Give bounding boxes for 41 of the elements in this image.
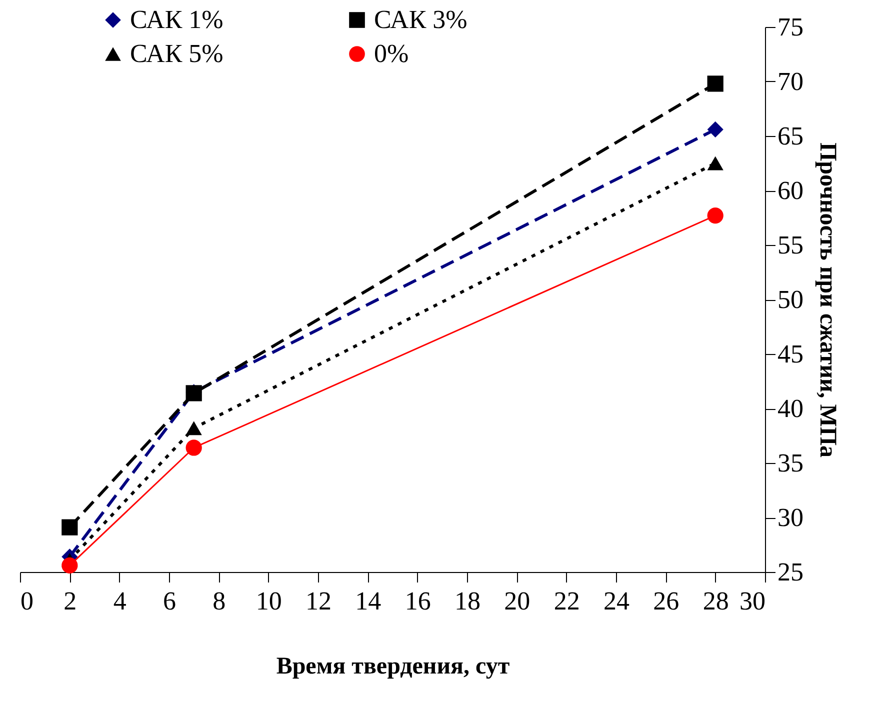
x-tick-label: 26 [653, 586, 680, 616]
point [707, 121, 724, 138]
x-tick-label: 10 [256, 586, 282, 616]
y-tick-label: 45 [778, 340, 804, 368]
x-tick-label: 0 [20, 586, 34, 616]
x-tick-label: 22 [554, 586, 580, 616]
y-tick-label: 25 [778, 558, 804, 586]
point [186, 421, 202, 436]
y-tick-label: 30 [778, 503, 804, 532]
x-tick-label: 24 [604, 586, 630, 616]
legend-label: САК 1% [130, 5, 224, 34]
point [707, 156, 724, 170]
point [707, 76, 724, 92]
point [62, 557, 78, 574]
x-tick-label: 20 [504, 586, 530, 616]
legend-label: САК 3% [374, 5, 468, 34]
x-tick-label: 18 [454, 586, 480, 616]
legend-label: САК 5% [130, 39, 224, 68]
y-tick-label: 65 [778, 122, 804, 150]
x-tick-label: 8 [212, 586, 226, 616]
x-axis-title: Время твердения, сут [276, 654, 510, 680]
legend-label: 0% [374, 39, 409, 68]
y-tick-label: 50 [778, 285, 804, 314]
y-tick-label: 40 [778, 394, 804, 423]
x-tick-label: 12 [306, 586, 332, 616]
x-tick-label: 2 [64, 586, 77, 616]
y-tick-label: 60 [778, 176, 804, 205]
x-tick-label: 4 [113, 586, 126, 616]
point [707, 208, 724, 224]
x-tick-label: 28 [702, 586, 729, 616]
x-tick-label: 14 [355, 586, 382, 616]
point [62, 519, 78, 536]
y-tick-label: 35 [778, 448, 804, 478]
y-axis-title: Прочность при сжатии, МПа [814, 142, 840, 458]
y-tick-label: 75 [778, 12, 804, 42]
x-tick-label: 6 [163, 586, 176, 616]
y-tick-label: 70 [778, 67, 804, 96]
point [186, 440, 202, 456]
y-tick-label: 55 [778, 230, 804, 260]
x-tick-label: 30 [740, 586, 766, 616]
x-tick-label: 16 [404, 586, 431, 616]
